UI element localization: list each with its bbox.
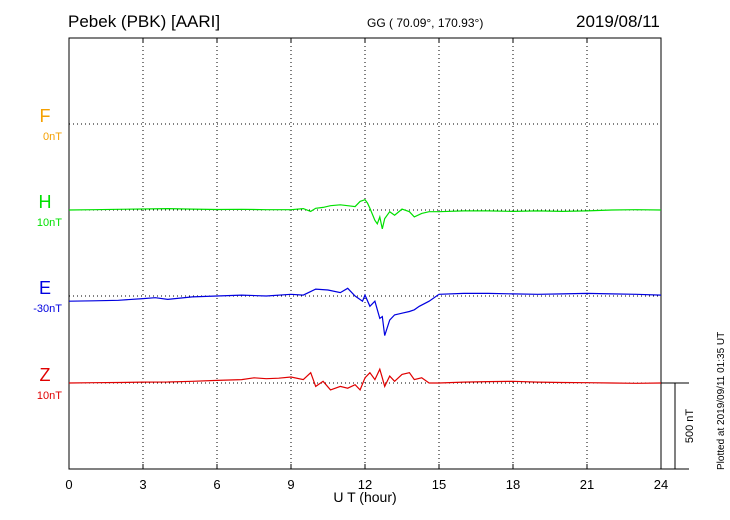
date-label: 2019/08/11 <box>576 12 660 31</box>
x-tick-label: 6 <box>213 477 220 492</box>
series-baseline-f: 0nT <box>43 131 62 143</box>
scale-bar: 500 nT <box>661 382 696 470</box>
series-line-z <box>68 367 662 391</box>
x-tick-label: 9 <box>287 477 294 492</box>
x-tick-label: 24 <box>654 477 668 492</box>
x-tick-label: 15 <box>432 477 446 492</box>
plotted-timestamp: Plotted at 2019/09/11 01:35 UT <box>716 331 727 470</box>
series-line-e <box>68 287 662 336</box>
series-name-z: Z <box>40 365 51 385</box>
scale-bar-label: 500 nT <box>684 409 696 444</box>
station-title: Pebek (PBK) [AARI] <box>68 12 221 31</box>
x-tick-label: 12 <box>358 477 372 492</box>
series-baseline-z: 10nT <box>37 390 62 402</box>
series-name-f: F <box>40 106 51 126</box>
geographic-coords: GG ( 70.09°, 170.93°) <box>367 16 484 30</box>
x-axis-label: U T (hour) <box>333 489 396 505</box>
x-tick-label: 18 <box>506 477 520 492</box>
series-line-h <box>68 198 662 230</box>
series-name-h: H <box>39 192 52 212</box>
series-name-e: E <box>39 278 51 298</box>
series-baseline-e: -30nT <box>33 303 62 315</box>
series-traces <box>68 198 662 391</box>
grid-lines <box>69 38 661 469</box>
series-labels: F 0nT H 10nT E -30nT Z 10nT <box>33 106 62 402</box>
x-tick-label: 21 <box>580 477 594 492</box>
x-tick-label: 3 <box>139 477 146 492</box>
x-tick-label: 0 <box>65 477 72 492</box>
x-axis-ticks: 0 3 6 9 12 15 18 21 24 <box>65 38 668 492</box>
series-baseline-h: 10nT <box>37 217 62 229</box>
